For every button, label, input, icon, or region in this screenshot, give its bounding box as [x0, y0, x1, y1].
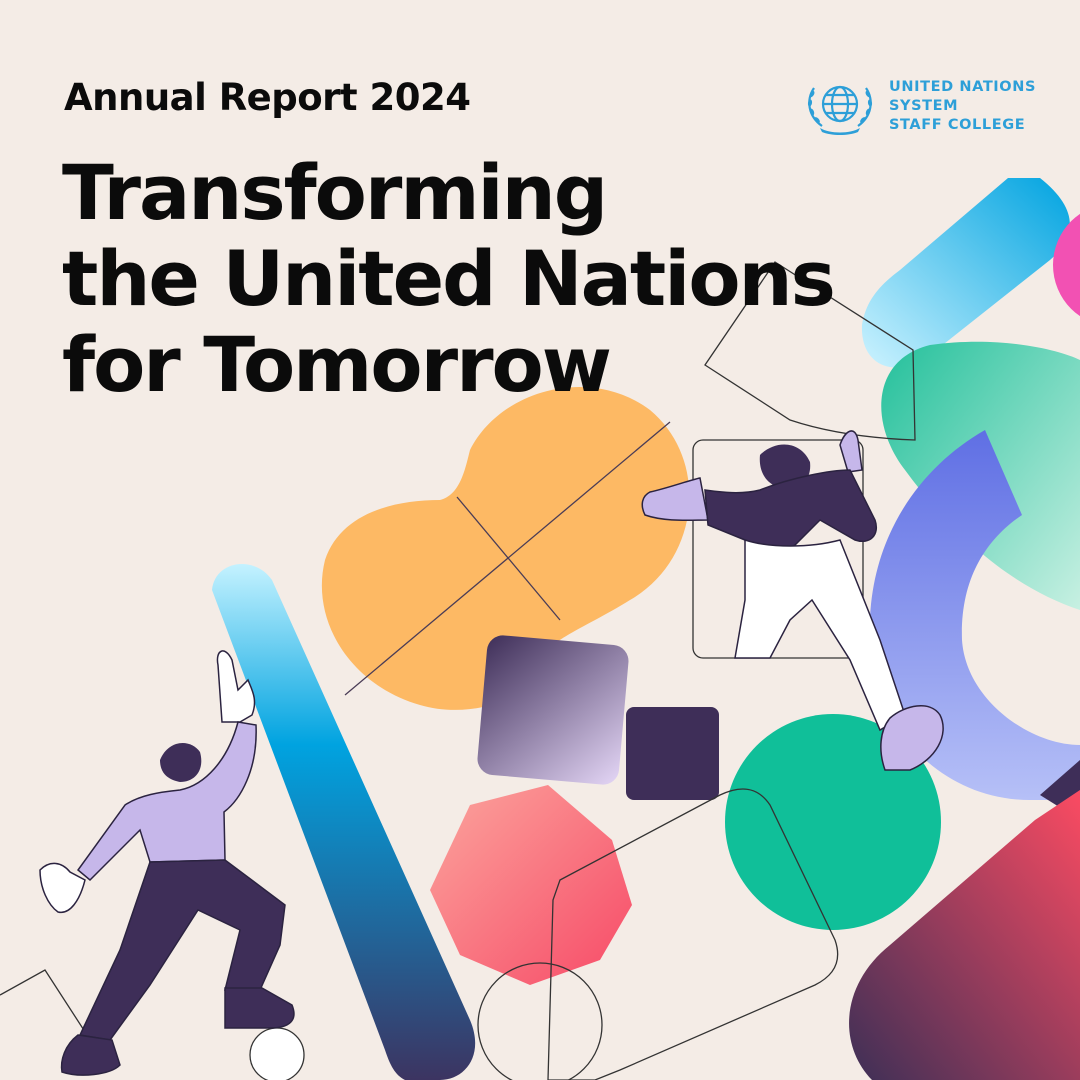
outline-circle-small — [249, 1027, 305, 1080]
dark-square-shape — [626, 707, 719, 800]
report-title-line-2: the United Nations — [62, 234, 836, 323]
logo-line-3: STAFF COLLEGE — [889, 117, 1026, 133]
orange-blob-line-2 — [456, 496, 561, 621]
red-capsule-shape — [849, 790, 1080, 1080]
outline-circle-large — [477, 962, 603, 1080]
outline-frame-shape — [692, 439, 864, 659]
unssc-logo: UNITED NATIONS SYSTEM STAFF COLLEGE — [800, 76, 1050, 138]
purple-gradient-square — [477, 635, 629, 785]
outline-diamond-shape — [547, 788, 839, 1080]
report-title: Transforming the United Nations for Tomo… — [62, 148, 836, 409]
logo-line-2: SYSTEM — [889, 98, 959, 114]
gradient-bar-shape — [212, 563, 476, 1080]
outline-quad-shape — [704, 261, 916, 441]
orange-blob-line-1 — [344, 421, 671, 696]
pink-hexagon-shape — [430, 785, 632, 985]
climbing-person-figure — [641, 430, 944, 771]
outline-line-shape — [0, 969, 101, 1056]
pink-circle-shape — [1053, 213, 1080, 317]
orange-blob-shape — [321, 386, 690, 710]
un-emblem-icon — [807, 85, 873, 135]
report-title-line-1: Transforming — [62, 148, 608, 237]
logo-wordmark: UNITED NATIONS SYSTEM STAFF COLLEGE — [889, 78, 1036, 135]
report-subtitle: Annual Report 2024 — [64, 76, 471, 119]
report-title-line-3: for Tomorrow — [62, 320, 612, 409]
reaching-person-figure — [39, 650, 295, 1076]
logo-line-1: UNITED NATIONS — [889, 79, 1037, 95]
blue-capsule-shape — [861, 178, 1070, 368]
